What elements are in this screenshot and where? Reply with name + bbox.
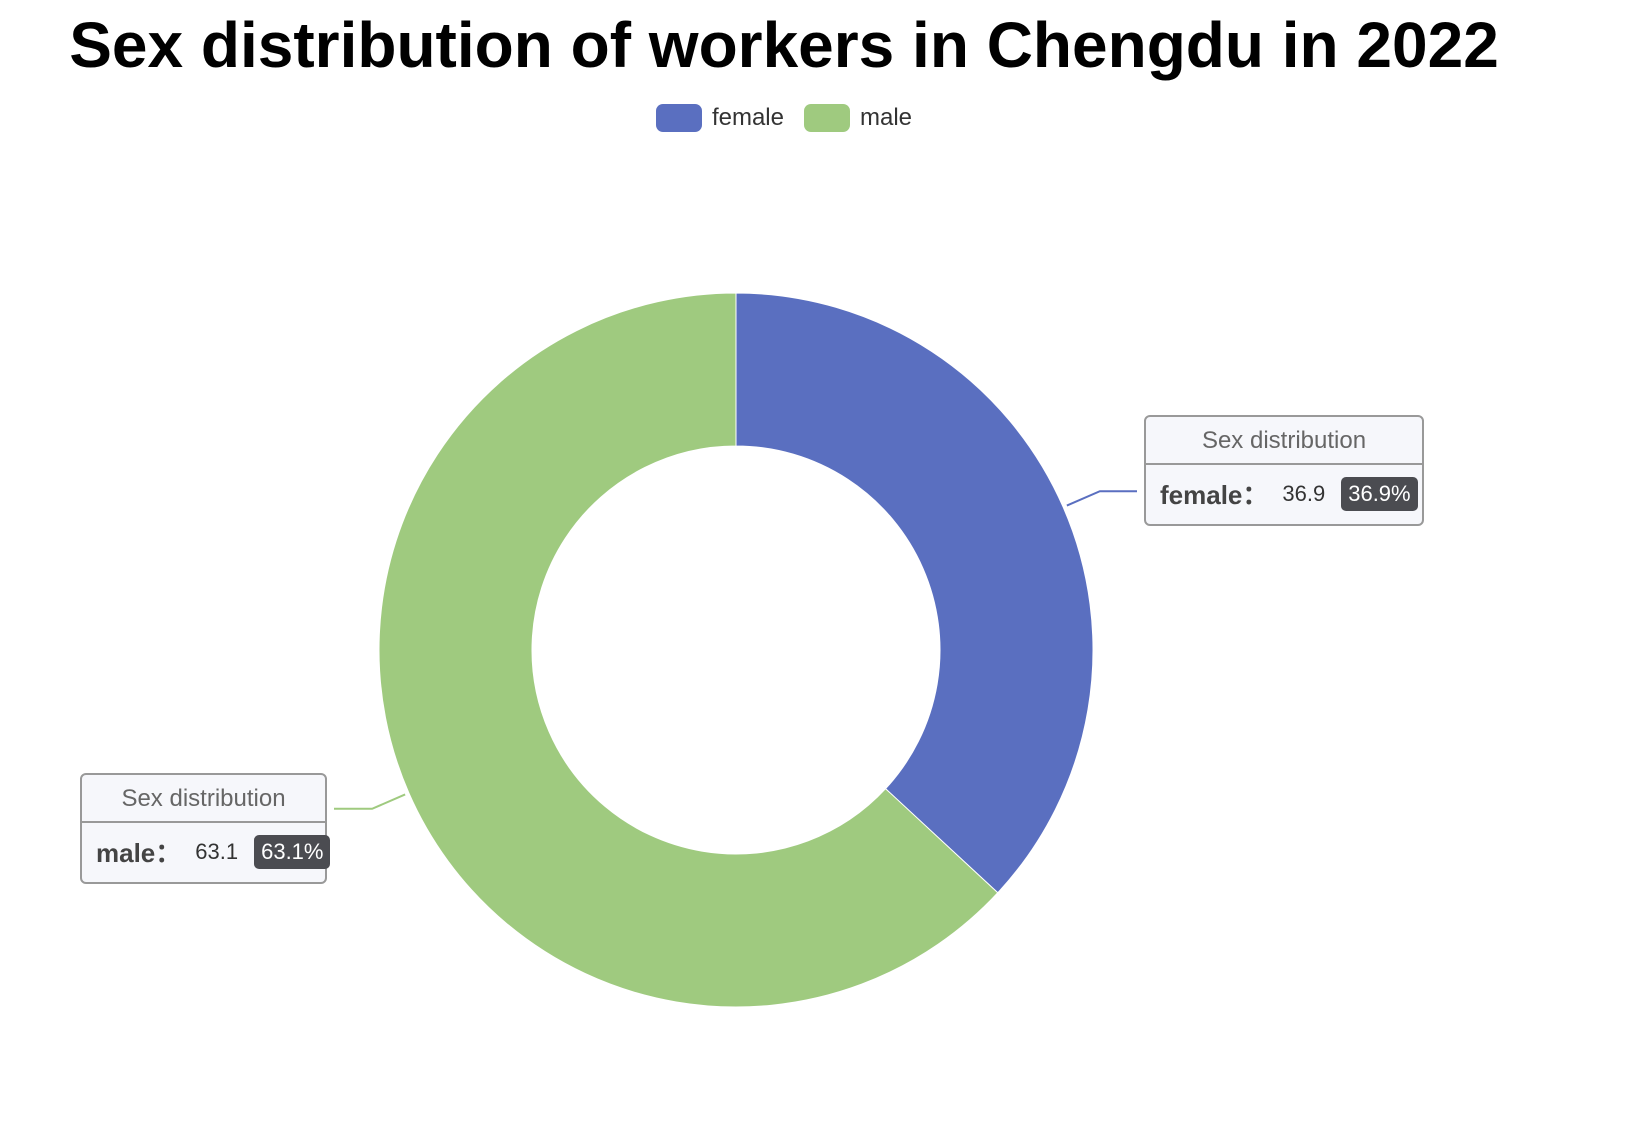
legend-item-male[interactable]: male: [804, 104, 912, 132]
legend-label-female: female: [711, 104, 784, 131]
chart-title: Sex distribution of workers in Chengdu i…: [69, 9, 1499, 81]
data-label-male: Sex distribution male： 63.1 63.1%: [80, 773, 331, 884]
data-label-female: Sex distribution female： 36.9 36.9%: [1144, 415, 1424, 526]
data-label-value-female: 36.9: [1282, 480, 1326, 506]
data-label-name-male: male：: [96, 838, 182, 868]
legend-swatch-female: [655, 104, 702, 132]
leader-line-male: [334, 793, 406, 810]
leader-line-female: [1066, 490, 1137, 507]
data-label-percent-male: 63.1%: [254, 834, 331, 869]
legend-item-female[interactable]: female: [655, 104, 784, 132]
legend: female male: [0, 104, 1648, 132]
data-label-series-female: Sex distribution: [1146, 417, 1422, 465]
data-label-series-male: Sex distribution: [82, 775, 325, 823]
legend-swatch-male: [804, 104, 850, 132]
slice-male[interactable]: [378, 292, 999, 1008]
data-label-percent-female: 36.9%: [1341, 476, 1418, 511]
data-label-value-male: 63.1: [195, 838, 239, 864]
legend-label-male: male: [860, 104, 913, 131]
slice-female[interactable]: [735, 292, 1094, 894]
data-label-name-female: female：: [1160, 480, 1269, 510]
